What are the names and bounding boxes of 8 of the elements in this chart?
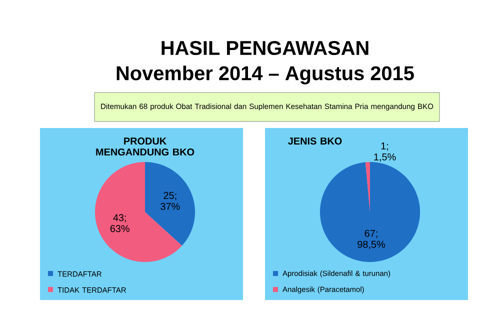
text: HASIL PENGAWASAN [162,40,368,56]
text: November 2014 – Agustus 2015 [116,66,414,84]
data-label: 67; 98,5% [358,230,386,250]
data-label: 43; 63% [110,214,130,232]
data-label: 25; 37% [160,192,180,210]
data-label: 1; 1,5% [374,142,396,162]
chart-title: JENIS BKO [288,138,342,145]
chart-title: PRODUK MENGANDUNG BKO [96,138,194,156]
